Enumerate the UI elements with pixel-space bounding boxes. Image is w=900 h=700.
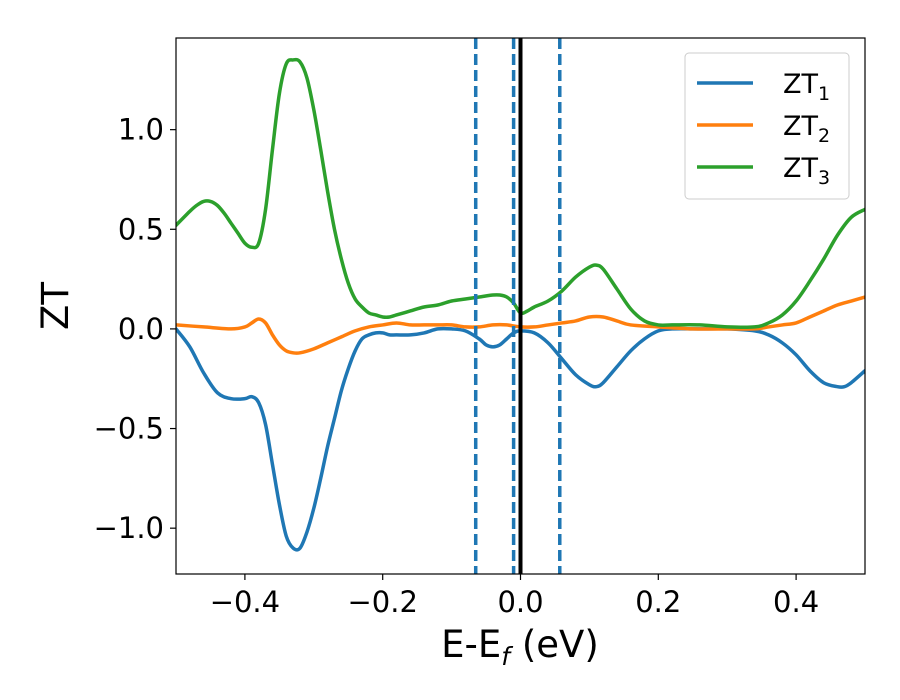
y-tick-label: −1.0 <box>94 511 164 545</box>
x-tick-label: −0.2 <box>347 585 417 619</box>
y-tick-label: 1.0 <box>118 113 164 147</box>
x-axis-label-main: E-E <box>441 623 501 666</box>
x-axis-label-unit: (eV) <box>510 623 599 666</box>
legend-label-main: ZT <box>783 111 818 142</box>
x-axis-ticks: −0.4 −0.2 0.0 0.2 0.4 <box>210 574 819 619</box>
y-tick-label: −0.5 <box>94 412 164 446</box>
x-tick-label: 0.0 <box>497 585 543 619</box>
series-line-zt3 <box>176 57 865 330</box>
legend-label-main: ZT <box>783 153 818 184</box>
legend-label-subscript: 3 <box>818 167 830 189</box>
series-layer <box>176 57 865 552</box>
y-axis-label: ZT <box>34 282 77 330</box>
series-line-zt2 <box>176 295 865 355</box>
legend-label-zt3: ZT3 <box>783 153 830 189</box>
legend-label-zt2: ZT2 <box>783 111 830 147</box>
x-axis-label: E-Ef (eV) <box>441 623 599 671</box>
legend-label-zt1: ZT1 <box>783 69 830 105</box>
y-axis-ticks: −1.0 −0.5 0.0 0.5 1.0 <box>94 113 176 545</box>
legend-label-subscript: 1 <box>818 83 830 105</box>
y-tick-label: 0.0 <box>118 312 164 346</box>
y-tick-label: 0.5 <box>118 212 164 246</box>
legend-label-main: ZT <box>783 69 818 100</box>
legend-label-subscript: 2 <box>818 125 830 147</box>
vline-layer <box>473 38 562 574</box>
legend-box <box>684 52 850 200</box>
x-tick-label: −0.4 <box>210 585 280 619</box>
x-tick-label: 0.4 <box>773 585 819 619</box>
x-tick-label: 0.2 <box>635 585 681 619</box>
